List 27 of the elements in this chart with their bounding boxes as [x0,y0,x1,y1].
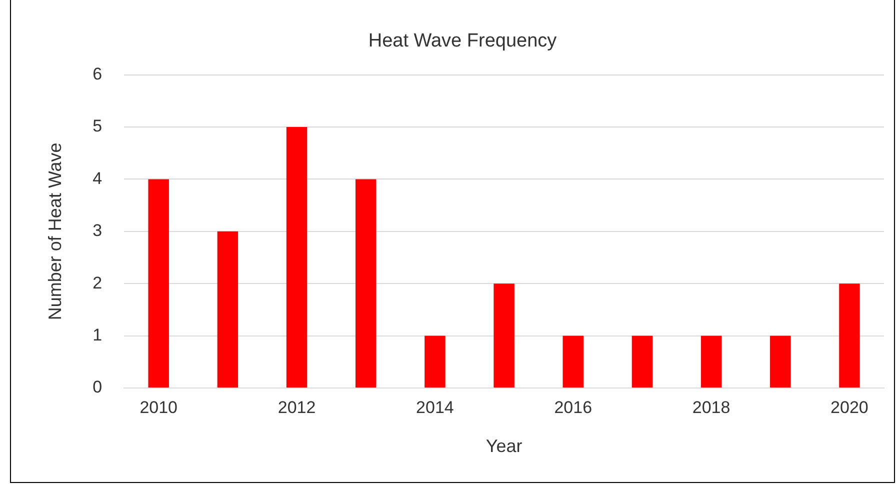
y-tick-label: 2 [92,273,102,292]
y-axis-title: Number of Heat Wave [44,142,65,320]
y-tick-label: 5 [92,116,102,136]
bar [424,336,446,388]
bar [355,179,376,388]
x-tick-label: 2012 [278,398,316,417]
y-tick-label: 0 [92,378,102,397]
bar [286,127,308,388]
bar [494,284,514,388]
x-tick-label: 2020 [830,398,868,417]
x-axis-title: Year [486,436,522,456]
x-tick-label: 2010 [140,398,178,417]
y-tick-label: 3 [92,221,102,240]
bar [562,336,584,388]
bar [839,284,860,388]
x-tick-label: 2014 [416,398,454,417]
bar [770,336,791,388]
bar [632,336,653,388]
x-tick-label: 2018 [692,398,730,417]
bar [217,231,238,388]
chart-title: Heat Wave Frequency [368,30,558,52]
y-tick-label: 6 [92,64,102,84]
y-tick-label: 1 [92,325,102,344]
y-tick-label: 4 [92,168,102,188]
x-tick-label: 2016 [554,398,592,417]
bar [148,179,169,388]
bar [700,336,722,388]
